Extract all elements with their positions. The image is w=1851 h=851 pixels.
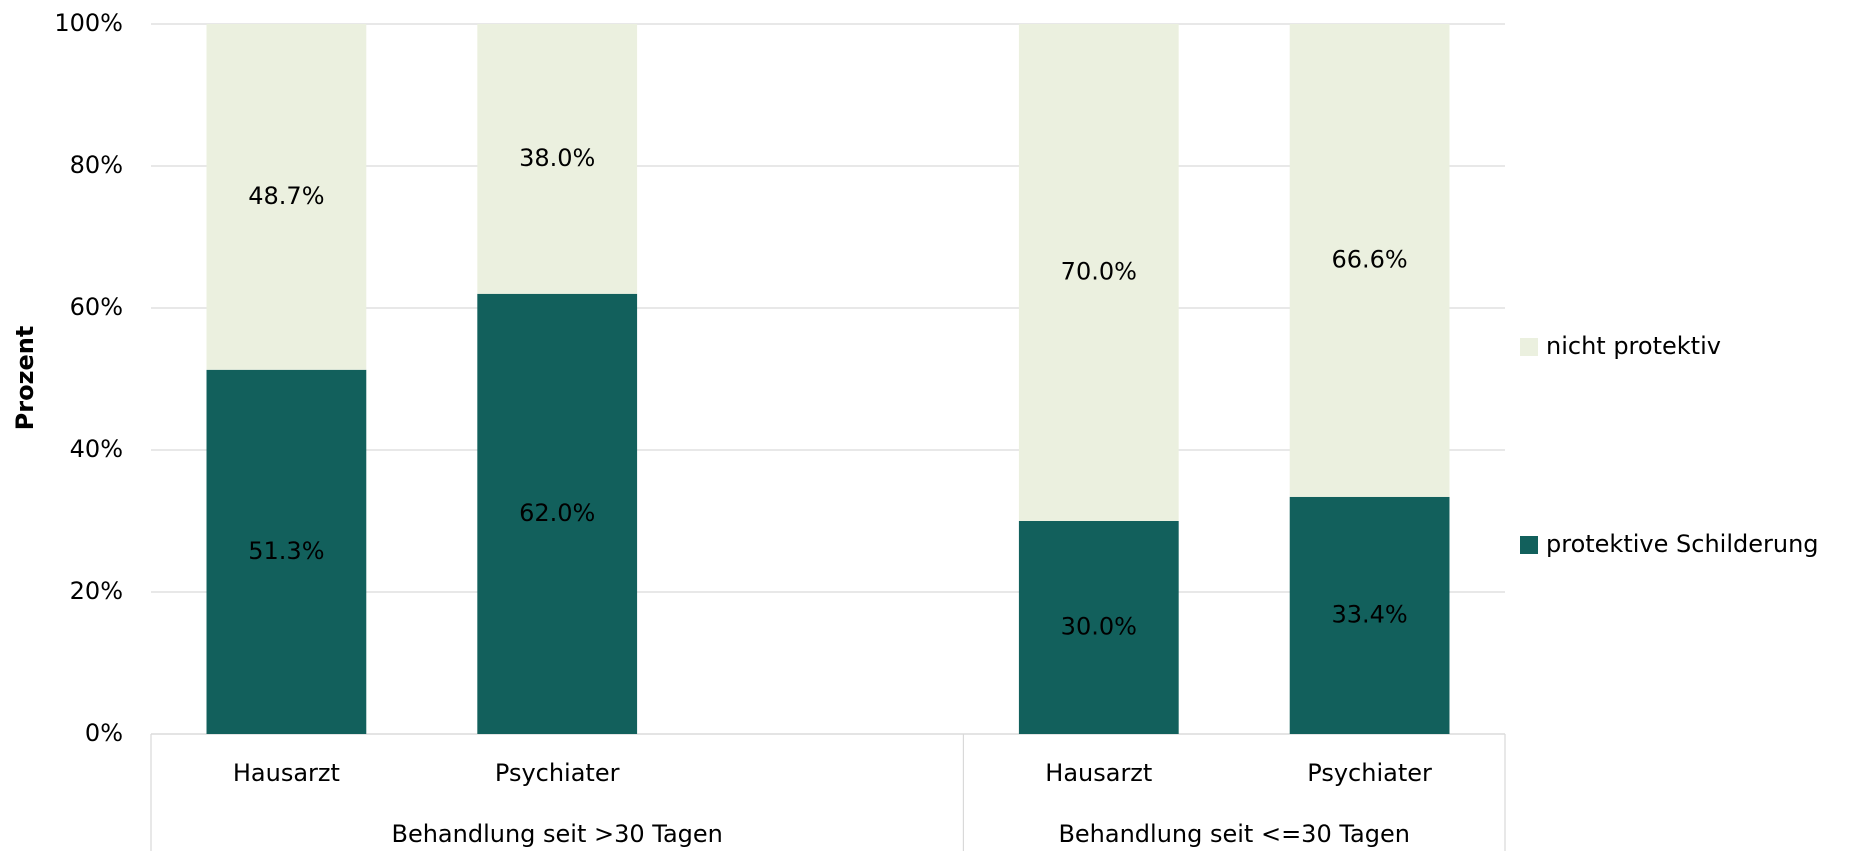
data-label: 38.0% <box>519 144 595 172</box>
y-tick-label: 0% <box>85 719 123 747</box>
data-label: 48.7% <box>248 182 324 210</box>
bar-segment <box>1289 496 1450 734</box>
legend-swatch <box>1520 536 1538 554</box>
data-label: 62.0% <box>519 499 595 527</box>
legend-swatch <box>1520 338 1538 356</box>
y-tick-label: 60% <box>70 293 123 321</box>
legend-label: nicht protektiv <box>1546 332 1721 360</box>
bar-segment <box>206 24 367 370</box>
y-tick-label: 100% <box>54 9 123 37</box>
y-tick-label: 80% <box>70 151 123 179</box>
bar-segment <box>1289 24 1450 497</box>
data-label: 33.4% <box>1331 600 1407 628</box>
bar-segment <box>1018 24 1179 521</box>
x-tick-label: Hausarzt <box>1045 759 1152 787</box>
data-label: 30.0% <box>1061 613 1137 641</box>
bar-segment <box>477 293 638 734</box>
bar-segment <box>206 369 367 734</box>
data-label: 70.0% <box>1061 258 1137 286</box>
x-tick-label: Psychiater <box>1307 759 1432 787</box>
data-label: 51.3% <box>248 537 324 565</box>
group-label: Behandlung seit <=30 Tagen <box>1058 820 1410 848</box>
y-axis-label: Prozent <box>11 326 39 431</box>
legend-label: protektive Schilderung <box>1546 530 1819 558</box>
y-tick-label: 20% <box>70 577 123 605</box>
y-tick-label: 40% <box>70 435 123 463</box>
bar-segment <box>477 24 638 294</box>
group-label: Behandlung seit >30 Tagen <box>391 820 722 848</box>
x-tick-label: Psychiater <box>495 759 620 787</box>
x-tick-label: Hausarzt <box>233 759 340 787</box>
data-label: 66.6% <box>1331 245 1407 273</box>
bar-segment <box>1018 521 1179 734</box>
